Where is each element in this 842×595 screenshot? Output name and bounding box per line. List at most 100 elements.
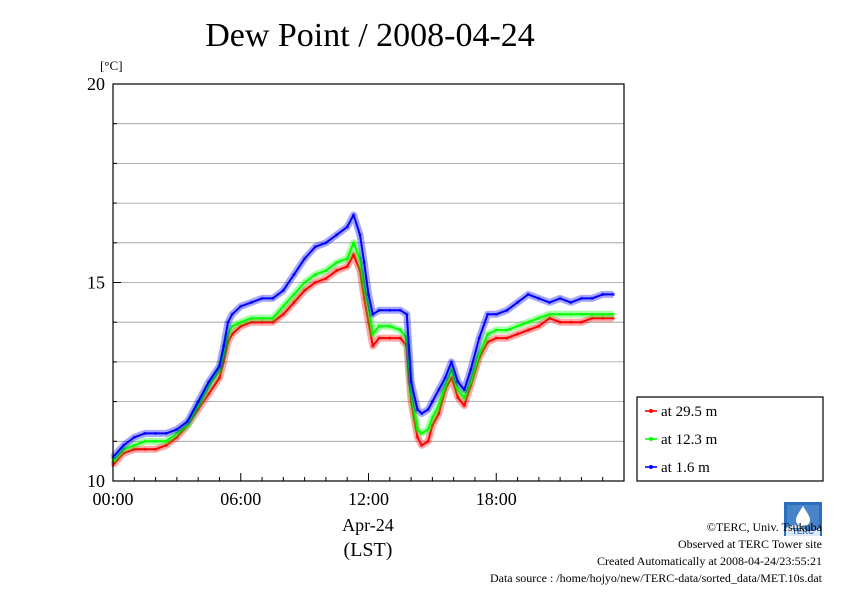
- data-point: [260, 320, 264, 324]
- data-point: [462, 396, 466, 400]
- data-point: [430, 423, 434, 427]
- data-point: [426, 439, 430, 443]
- y-tick-label: 10: [87, 471, 105, 491]
- data-point: [313, 273, 317, 277]
- data-point: [303, 257, 307, 261]
- data-point: [154, 431, 158, 435]
- data-point: [526, 292, 530, 296]
- data-point: [260, 296, 264, 300]
- data-point: [537, 296, 541, 300]
- data-point: [281, 312, 285, 316]
- data-point: [477, 352, 481, 356]
- data-point: [526, 320, 530, 324]
- data-point: [456, 396, 460, 400]
- x-tick-label: 12:00: [348, 489, 389, 509]
- data-point: [313, 280, 317, 285]
- legend-label: at 12.3 m: [661, 432, 718, 448]
- data-point: [558, 296, 562, 300]
- data-point: [324, 269, 328, 273]
- data-point: [175, 427, 179, 431]
- data-point: [526, 328, 530, 332]
- data-point: [371, 344, 375, 348]
- data-point: [249, 316, 253, 320]
- data-point: [537, 316, 541, 320]
- data-point: [569, 320, 573, 324]
- data-point: [430, 415, 434, 420]
- data-point: [569, 312, 573, 316]
- x-axis: 00:00 06:00 12:00 18:00: [92, 473, 604, 509]
- x-axis-zone-label: (LST): [344, 539, 393, 561]
- data-point: [230, 312, 234, 316]
- data-point: [469, 380, 473, 384]
- data-point: [352, 241, 356, 245]
- data-point: [164, 439, 168, 443]
- data-point: [366, 320, 371, 324]
- data-point: [409, 380, 413, 384]
- data-point: [226, 332, 230, 336]
- data-point: [362, 284, 366, 289]
- data-point: [175, 431, 179, 435]
- y-tick-label: 20: [87, 74, 105, 94]
- data-point: [515, 332, 520, 336]
- data-point: [352, 253, 356, 257]
- data-point: [132, 435, 136, 439]
- data-point: [430, 400, 434, 404]
- data-point: [358, 257, 362, 261]
- data-point: [449, 360, 454, 364]
- data-point: [366, 292, 371, 296]
- data-point: [122, 443, 126, 447]
- data-point: [271, 296, 275, 300]
- data-point: [143, 431, 147, 435]
- data-point: [292, 273, 296, 277]
- legend-box: [636, 396, 824, 482]
- data-point: [371, 332, 375, 336]
- data-point: [239, 304, 243, 308]
- data-point: [164, 443, 168, 447]
- data-point: [217, 368, 222, 372]
- data-point: [230, 332, 234, 336]
- data-point: [547, 312, 552, 316]
- y-axis: 10 15 20: [87, 74, 121, 491]
- data-point: [324, 276, 328, 281]
- credit-org: ©TERC, Univ. Tsukuba: [707, 520, 823, 534]
- data-point: [486, 340, 490, 344]
- terc-logo: TERC: [784, 502, 822, 536]
- chart-title: Dew Point / 2008-04-24: [205, 17, 535, 54]
- data-point: [415, 407, 420, 412]
- data-point: [132, 447, 136, 451]
- data-point: [345, 225, 349, 229]
- data-point: [362, 261, 366, 265]
- data-point: [388, 324, 392, 328]
- data-point: [462, 388, 466, 392]
- data-point: [226, 320, 230, 324]
- data-point: [196, 400, 200, 404]
- data-point: [579, 296, 584, 300]
- data-point: [398, 328, 402, 332]
- legend-item: at 1.6 m: [645, 460, 710, 476]
- data-point: [154, 439, 158, 443]
- legend-label: at 1.6 m: [661, 460, 710, 476]
- legend-marker: [649, 409, 653, 413]
- y-tick-label: 15: [87, 273, 105, 293]
- data-point: [415, 427, 420, 431]
- data-point: [456, 388, 460, 392]
- data-point: [537, 324, 541, 328]
- legend-marker: [649, 465, 653, 469]
- data-point: [398, 336, 402, 340]
- data-point: [569, 300, 573, 304]
- data-point: [352, 213, 356, 217]
- data-point: [303, 288, 307, 292]
- x-tick-label: 18:00: [476, 489, 517, 509]
- data-point: [494, 328, 498, 332]
- data-point: [230, 324, 234, 328]
- data-point: [313, 245, 317, 249]
- series-layer: [110, 211, 616, 468]
- x-axis-date-label: Apr-24: [342, 515, 394, 535]
- data-point: [377, 308, 381, 312]
- data-point: [420, 411, 424, 416]
- data-point: [222, 344, 226, 348]
- data-point: [281, 304, 285, 308]
- data-point: [143, 439, 147, 443]
- credit-created: Created Automatically at 2008-04-24/23:5…: [597, 554, 822, 568]
- data-point: [456, 380, 460, 384]
